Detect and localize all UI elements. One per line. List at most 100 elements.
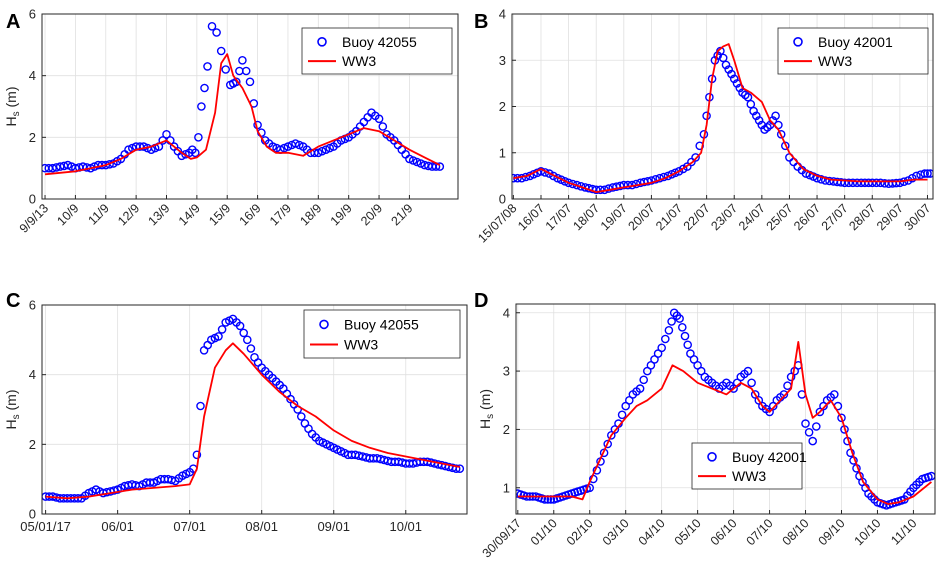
data-point [812, 173, 822, 183]
data-point [455, 464, 465, 474]
data-point [674, 166, 684, 176]
data-point [727, 69, 736, 79]
data-point [238, 56, 247, 65]
data-point [763, 123, 772, 132]
data-point [378, 122, 388, 131]
y-tick-label: 2 [503, 422, 510, 437]
y-tick-label: 2 [29, 437, 36, 452]
data-point [721, 60, 731, 70]
data-point [200, 83, 209, 93]
scatter-series [42, 21, 445, 173]
y-tick-label: 0 [29, 507, 36, 522]
data-point [687, 157, 696, 167]
data-point [564, 178, 573, 188]
data-point [923, 169, 932, 178]
x-tick-label: 12/9 [115, 201, 142, 228]
x-tick-label: 30/09/17 [480, 516, 524, 560]
x-tick-label: 10/9 [54, 201, 81, 228]
data-point [754, 116, 764, 125]
data-point [667, 317, 676, 326]
data-point [908, 173, 917, 183]
panel-label: A [6, 11, 20, 33]
data-point [212, 28, 221, 37]
data-point [779, 390, 789, 399]
x-tick-label: 14/9 [176, 201, 203, 228]
data-point [837, 413, 846, 423]
data-point [591, 185, 601, 195]
y-tick-label: 6 [29, 7, 36, 22]
data-point [830, 390, 839, 399]
legend-label-ww3: WW3 [732, 468, 766, 484]
x-tick-label: 05/10 [672, 516, 704, 548]
data-point [718, 53, 728, 63]
legend-label-buoy: Buoy 42001 [732, 449, 807, 465]
data-point [804, 427, 814, 437]
legend-label-ww3: WW3 [342, 53, 376, 69]
legend: Buoy 42001 WW3 [691, 442, 807, 490]
data-point [214, 332, 223, 341]
data-point [242, 335, 252, 345]
y-axis-label: Hs (m) [3, 86, 22, 126]
data-point [221, 65, 230, 74]
data-point [217, 325, 227, 334]
data-point [216, 46, 226, 56]
legend-box [301, 27, 453, 75]
y-tick-label: 1 [503, 480, 510, 495]
data-point [194, 132, 203, 142]
data-point [816, 174, 826, 184]
x-tick-label: 07/10 [744, 516, 776, 548]
x-tick-label: 08/10 [780, 516, 812, 548]
legend-marker-buoy [707, 451, 717, 462]
data-point [317, 146, 327, 156]
model-line [45, 342, 460, 500]
x-tick-label: 26/07 [791, 201, 823, 233]
x-tick-label: 24/07 [736, 201, 768, 233]
legend-box [691, 442, 803, 490]
data-point [678, 322, 687, 332]
data-point [63, 160, 73, 170]
y-tick-label: 4 [29, 367, 36, 382]
series-group [512, 43, 933, 195]
data-point [925, 169, 933, 178]
x-tick-label: 18/9 [297, 201, 324, 228]
data-point [920, 169, 930, 178]
legend-label-buoy: Buoy 42055 [344, 316, 419, 332]
y-tick-label: 4 [29, 68, 36, 83]
y-tick-label: 0 [29, 192, 36, 207]
y-tick-label: 2 [29, 130, 36, 145]
data-point [848, 178, 858, 188]
data-point [109, 486, 119, 495]
legend: Buoy 42055 WW3 [303, 309, 461, 359]
x-tick-label: 05/01/17 [20, 519, 71, 534]
data-point [235, 321, 245, 331]
series-group [516, 308, 935, 510]
y-tick-label: 1 [499, 145, 506, 160]
data-point [279, 143, 289, 153]
data-point [639, 375, 649, 385]
data-point [596, 185, 605, 195]
data-point [619, 180, 629, 190]
data-point [374, 114, 384, 124]
data-point [895, 178, 905, 188]
axes-box [515, 303, 936, 515]
data-point [623, 180, 633, 190]
data-point [291, 139, 300, 148]
data-point [746, 99, 756, 109]
x-tick-label: 06/10 [708, 516, 740, 548]
data-point [246, 344, 256, 353]
model-line [44, 53, 441, 176]
legend-label-buoy: Buoy 42055 [342, 34, 417, 50]
legend-marker-buoy [317, 36, 327, 47]
x-tick-label: 03/10 [600, 516, 632, 548]
data-point [241, 66, 251, 76]
x-tick-label: 09/01 [317, 519, 350, 534]
legend: Buoy 42055 WW3 [301, 27, 453, 75]
legend-box [303, 309, 461, 359]
data-point [643, 176, 653, 186]
x-tick-label: 10/10 [852, 516, 884, 548]
panel-label: D [474, 290, 488, 312]
data-point [545, 169, 554, 178]
x-tick-label: 21/07 [653, 201, 685, 233]
